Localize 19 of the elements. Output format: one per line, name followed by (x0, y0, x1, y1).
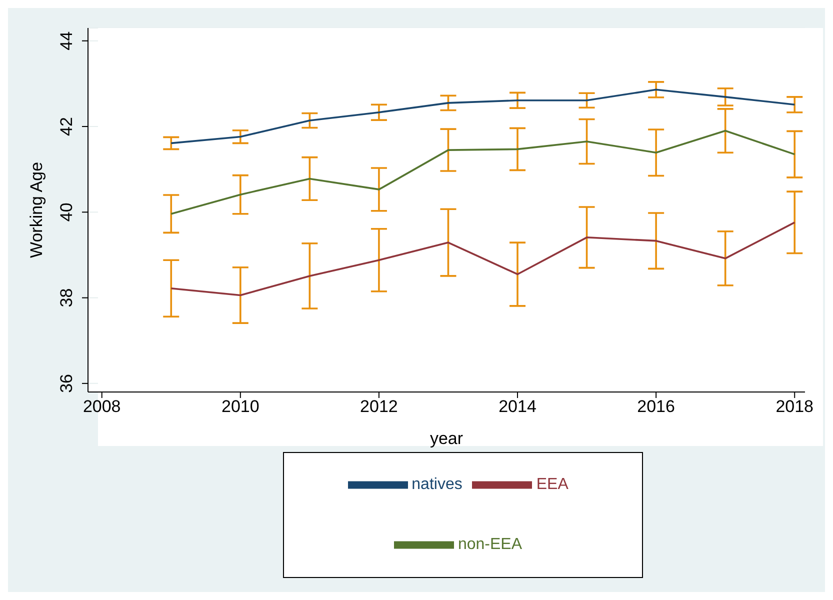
x-tick-label: 2018 (776, 397, 814, 416)
x-tick-label: 2016 (637, 397, 675, 416)
legend-label: non-EEA (458, 536, 522, 554)
x-axis-title: year (430, 429, 464, 448)
x-tick-label: 2008 (82, 397, 121, 416)
line-series (170, 130, 796, 215)
x-tick-label: 2012 (360, 397, 398, 416)
legend-label: natives (412, 476, 462, 494)
x-tick-label: 2010 (221, 397, 260, 416)
y-tick-label: 44 (57, 31, 76, 50)
y-tick-label: 42 (57, 117, 76, 136)
y-axis-title: Working Age (27, 162, 46, 258)
line-series (170, 222, 796, 296)
y-tick-label: 40 (57, 202, 76, 222)
legend-label: EEA (536, 476, 568, 494)
line-series (170, 88, 796, 144)
y-tick-label: 38 (57, 288, 76, 308)
y-tick-label: 36 (57, 374, 76, 393)
x-tick-label: 2014 (498, 397, 536, 416)
